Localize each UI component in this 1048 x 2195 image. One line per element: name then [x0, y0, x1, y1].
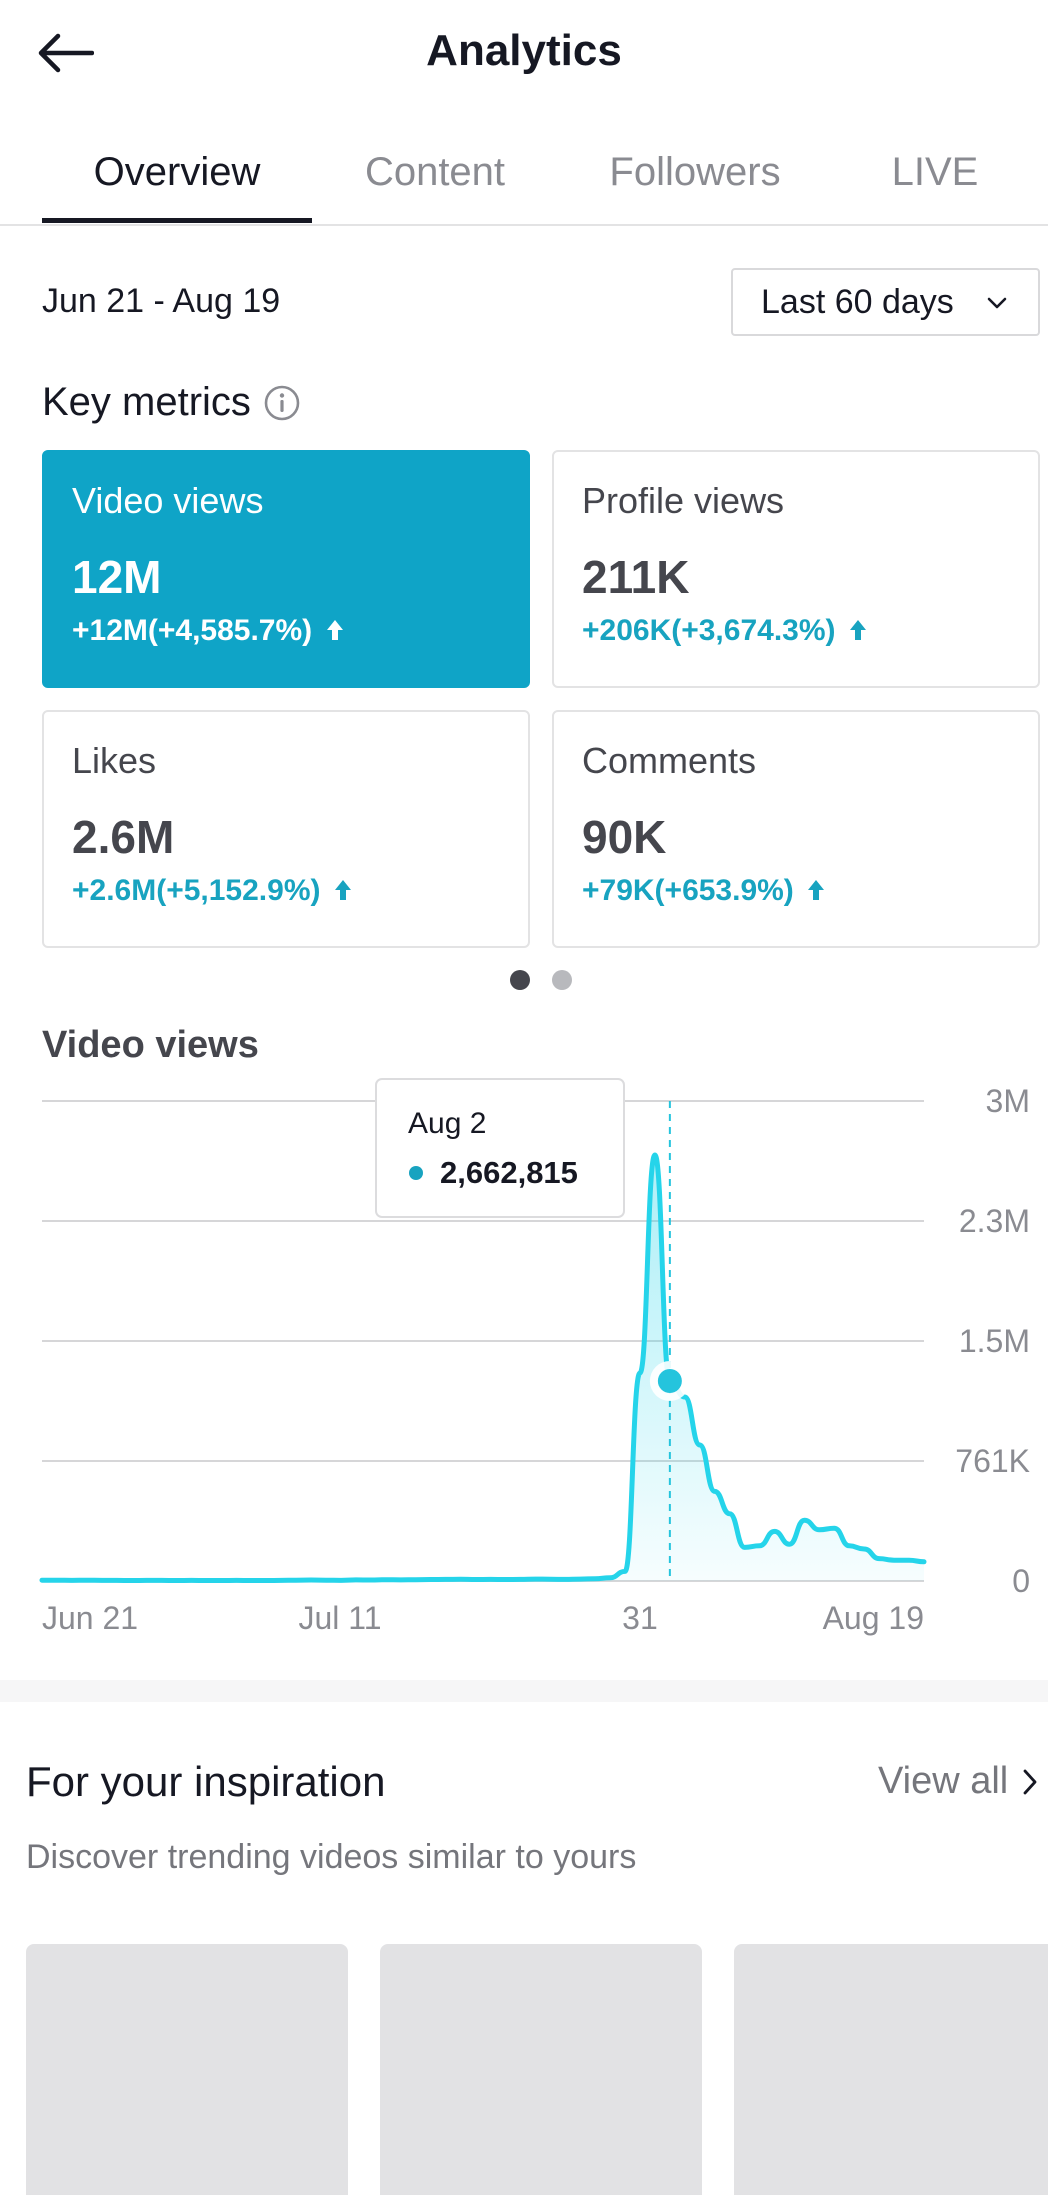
- metric-change: +206K(+3,674.3%): [582, 614, 1038, 648]
- x-tick-label: Jul 11: [298, 1600, 381, 1636]
- metric-label: Likes: [72, 740, 157, 781]
- view-all-link[interactable]: View all: [878, 1760, 1038, 1803]
- x-tick-label: Aug 19: [823, 1600, 924, 1636]
- section-divider: [0, 1680, 1048, 1702]
- metric-change-text: +2.6M(+5,152.9%): [72, 874, 321, 907]
- metric-card-video-views[interactable]: Video views 12M +12M(+4,585.7%): [42, 450, 530, 688]
- chevron-down-icon: [987, 297, 1007, 309]
- tooltip-series-dot: [409, 1166, 423, 1180]
- period-dropdown[interactable]: Last 60 days: [731, 268, 1040, 336]
- info-icon[interactable]: [263, 384, 301, 422]
- metric-change-text: +12M(+4,585.7%): [72, 614, 313, 647]
- metric-change-text: +79K(+653.9%): [582, 874, 794, 907]
- metric-card-comments[interactable]: Comments 90K +79K(+653.9%): [552, 710, 1040, 948]
- metric-value: 12M: [72, 551, 162, 603]
- date-range-label: Jun 21 - Aug 19: [42, 282, 281, 320]
- arrow-up-icon: [808, 880, 825, 900]
- arrow-up-icon: [334, 880, 351, 900]
- period-dropdown-value: Last 60 days: [761, 282, 954, 321]
- key-metrics-title: Key metrics: [42, 380, 251, 424]
- tab-overview[interactable]: Overview: [93, 150, 261, 194]
- y-tick-label: 1.5M: [959, 1323, 1030, 1359]
- y-tick-label: 2.3M: [959, 1203, 1030, 1239]
- metric-value: 2.6M: [72, 811, 175, 863]
- page-title: Analytics: [426, 26, 622, 75]
- inspiration-title: For your inspiration: [26, 1758, 386, 1805]
- video-thumbnail[interactable]: [380, 1944, 702, 2195]
- metric-change: +12M(+4,585.7%): [72, 614, 528, 648]
- selected-point[interactable]: [657, 1369, 682, 1393]
- metric-label: Video views: [72, 480, 264, 521]
- view-all-label: View all: [878, 1760, 1009, 1802]
- arrow-up-icon: [326, 620, 343, 640]
- metric-change: +79K(+653.9%): [582, 874, 1038, 908]
- video-views-chart[interactable]: 3M 2.3M 1.5M 761K 0 Jun 21 Jul 11 31 Aug 19 Aug…: [0, 1060, 1048, 1660]
- video-thumbnail[interactable]: [734, 1944, 1048, 2195]
- tab-live[interactable]: LIVE: [891, 150, 979, 194]
- series-area: [42, 1154, 924, 1581]
- arrow-up-icon: [849, 620, 866, 640]
- y-tick-label: 761K: [955, 1443, 1030, 1479]
- active-tab-indicator: [42, 218, 312, 223]
- tab-bar: Overview Content Followers LIVE: [0, 140, 1048, 226]
- arrow-left-icon: [38, 33, 94, 73]
- tab-content[interactable]: Content: [364, 150, 506, 194]
- series-line: [39, 1152, 927, 1584]
- chart-tooltip: Aug 2 2,662,815: [375, 1078, 625, 1218]
- chart-title: Video views: [42, 1024, 259, 1066]
- x-tick-label: Jun 21: [42, 1600, 138, 1636]
- page-dot-active[interactable]: [510, 970, 530, 990]
- tooltip-date: Aug 2: [408, 1107, 486, 1140]
- metric-value: 90K: [582, 811, 667, 863]
- top-app-bar: Analytics: [0, 0, 1048, 105]
- metric-label: Comments: [582, 740, 757, 781]
- metric-card-likes[interactable]: Likes 2.6M +2.6M(+5,152.9%): [42, 710, 530, 948]
- tooltip-value: 2,662,815: [440, 1155, 578, 1190]
- metric-card-profile-views[interactable]: Profile views 211K +206K(+3,674.3%): [552, 450, 1040, 688]
- y-tick-label: 3M: [986, 1083, 1030, 1119]
- x-tick-label: 31: [622, 1600, 658, 1636]
- back-button[interactable]: [36, 22, 112, 84]
- metric-change-text: +206K(+3,674.3%): [582, 614, 836, 647]
- tab-followers[interactable]: Followers: [609, 150, 781, 194]
- tooltip-box: [375, 1078, 625, 1218]
- metric-change: +2.6M(+5,152.9%): [72, 874, 528, 908]
- metric-value: 211K: [582, 551, 690, 603]
- inspiration-subtitle: Discover trending videos similar to your…: [26, 1838, 637, 1876]
- metric-label: Profile views: [582, 480, 785, 521]
- page-dot[interactable]: [552, 970, 572, 990]
- chevron-right-icon: [1023, 1769, 1037, 1794]
- y-tick-label: 0: [1012, 1563, 1030, 1599]
- metrics-page-indicator: [510, 970, 572, 990]
- key-metrics-heading: Key metrics: [42, 380, 301, 425]
- video-thumbnail[interactable]: [26, 1944, 348, 2195]
